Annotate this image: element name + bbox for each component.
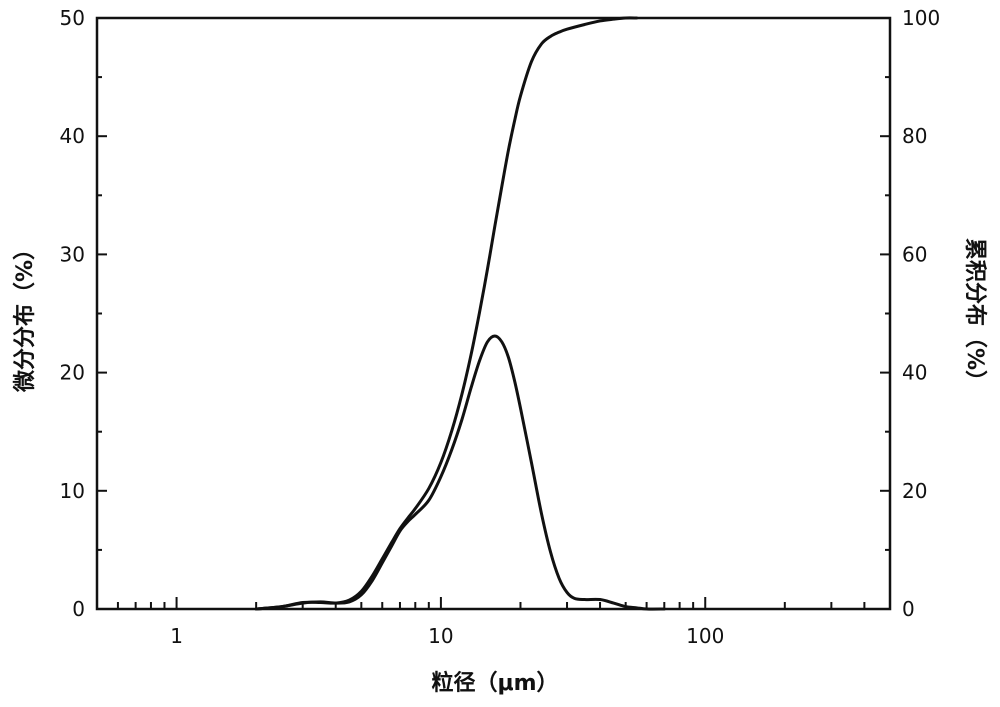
- left-tick-label: 30: [60, 242, 85, 266]
- differential-distribution-line: [256, 336, 664, 609]
- right-tick-label: 100: [902, 6, 940, 30]
- left-tick-label: 40: [60, 124, 85, 148]
- curves: [256, 18, 664, 609]
- right-tick-label: 0: [902, 597, 915, 621]
- left-tick-label: 20: [60, 361, 85, 385]
- x-axis-title: 粒径（μm）: [431, 670, 558, 696]
- left-axis-ticks: 0 10 20 30 40 50: [60, 6, 107, 621]
- right-tick-label: 40: [902, 361, 927, 385]
- left-tick-label: 50: [60, 6, 85, 30]
- plot-area: [97, 18, 890, 609]
- right-tick-label: 80: [902, 124, 927, 148]
- left-tick-label: 10: [60, 479, 85, 503]
- right-tick-label: 60: [902, 242, 927, 266]
- plot-frame: [97, 18, 890, 609]
- x-tick-label: 1: [170, 624, 183, 648]
- bottom-axis-ticks: 1 10 100: [97, 597, 890, 648]
- cumulative-distribution-line: [256, 18, 636, 609]
- right-y-axis-title: 累积分布（%）: [962, 238, 988, 392]
- x-tick-label: 10: [428, 624, 453, 648]
- left-y-axis-title: 微分分布（%）: [12, 238, 38, 393]
- x-tick-label: 100: [686, 624, 724, 648]
- left-tick-label: 0: [72, 597, 85, 621]
- right-tick-label: 20: [902, 479, 927, 503]
